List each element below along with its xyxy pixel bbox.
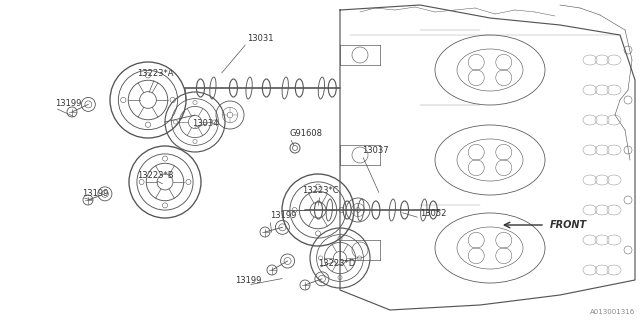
Text: 13199: 13199 <box>235 276 261 285</box>
Text: 13223*D: 13223*D <box>318 259 355 268</box>
Text: 13034: 13034 <box>192 119 218 128</box>
Text: 13037: 13037 <box>362 146 388 155</box>
Text: G91608: G91608 <box>290 129 323 138</box>
Text: FRONT: FRONT <box>550 220 587 230</box>
Text: 13199: 13199 <box>270 211 296 220</box>
Text: 13223*B: 13223*B <box>137 171 173 180</box>
Text: 13052: 13052 <box>420 209 446 218</box>
Text: A013001316: A013001316 <box>589 309 635 315</box>
Text: 13199: 13199 <box>55 99 81 108</box>
Text: 13223*C: 13223*C <box>301 186 339 195</box>
Text: 13223*A: 13223*A <box>137 69 173 78</box>
Text: 13199: 13199 <box>82 189 108 198</box>
Text: 13031: 13031 <box>247 34 273 43</box>
